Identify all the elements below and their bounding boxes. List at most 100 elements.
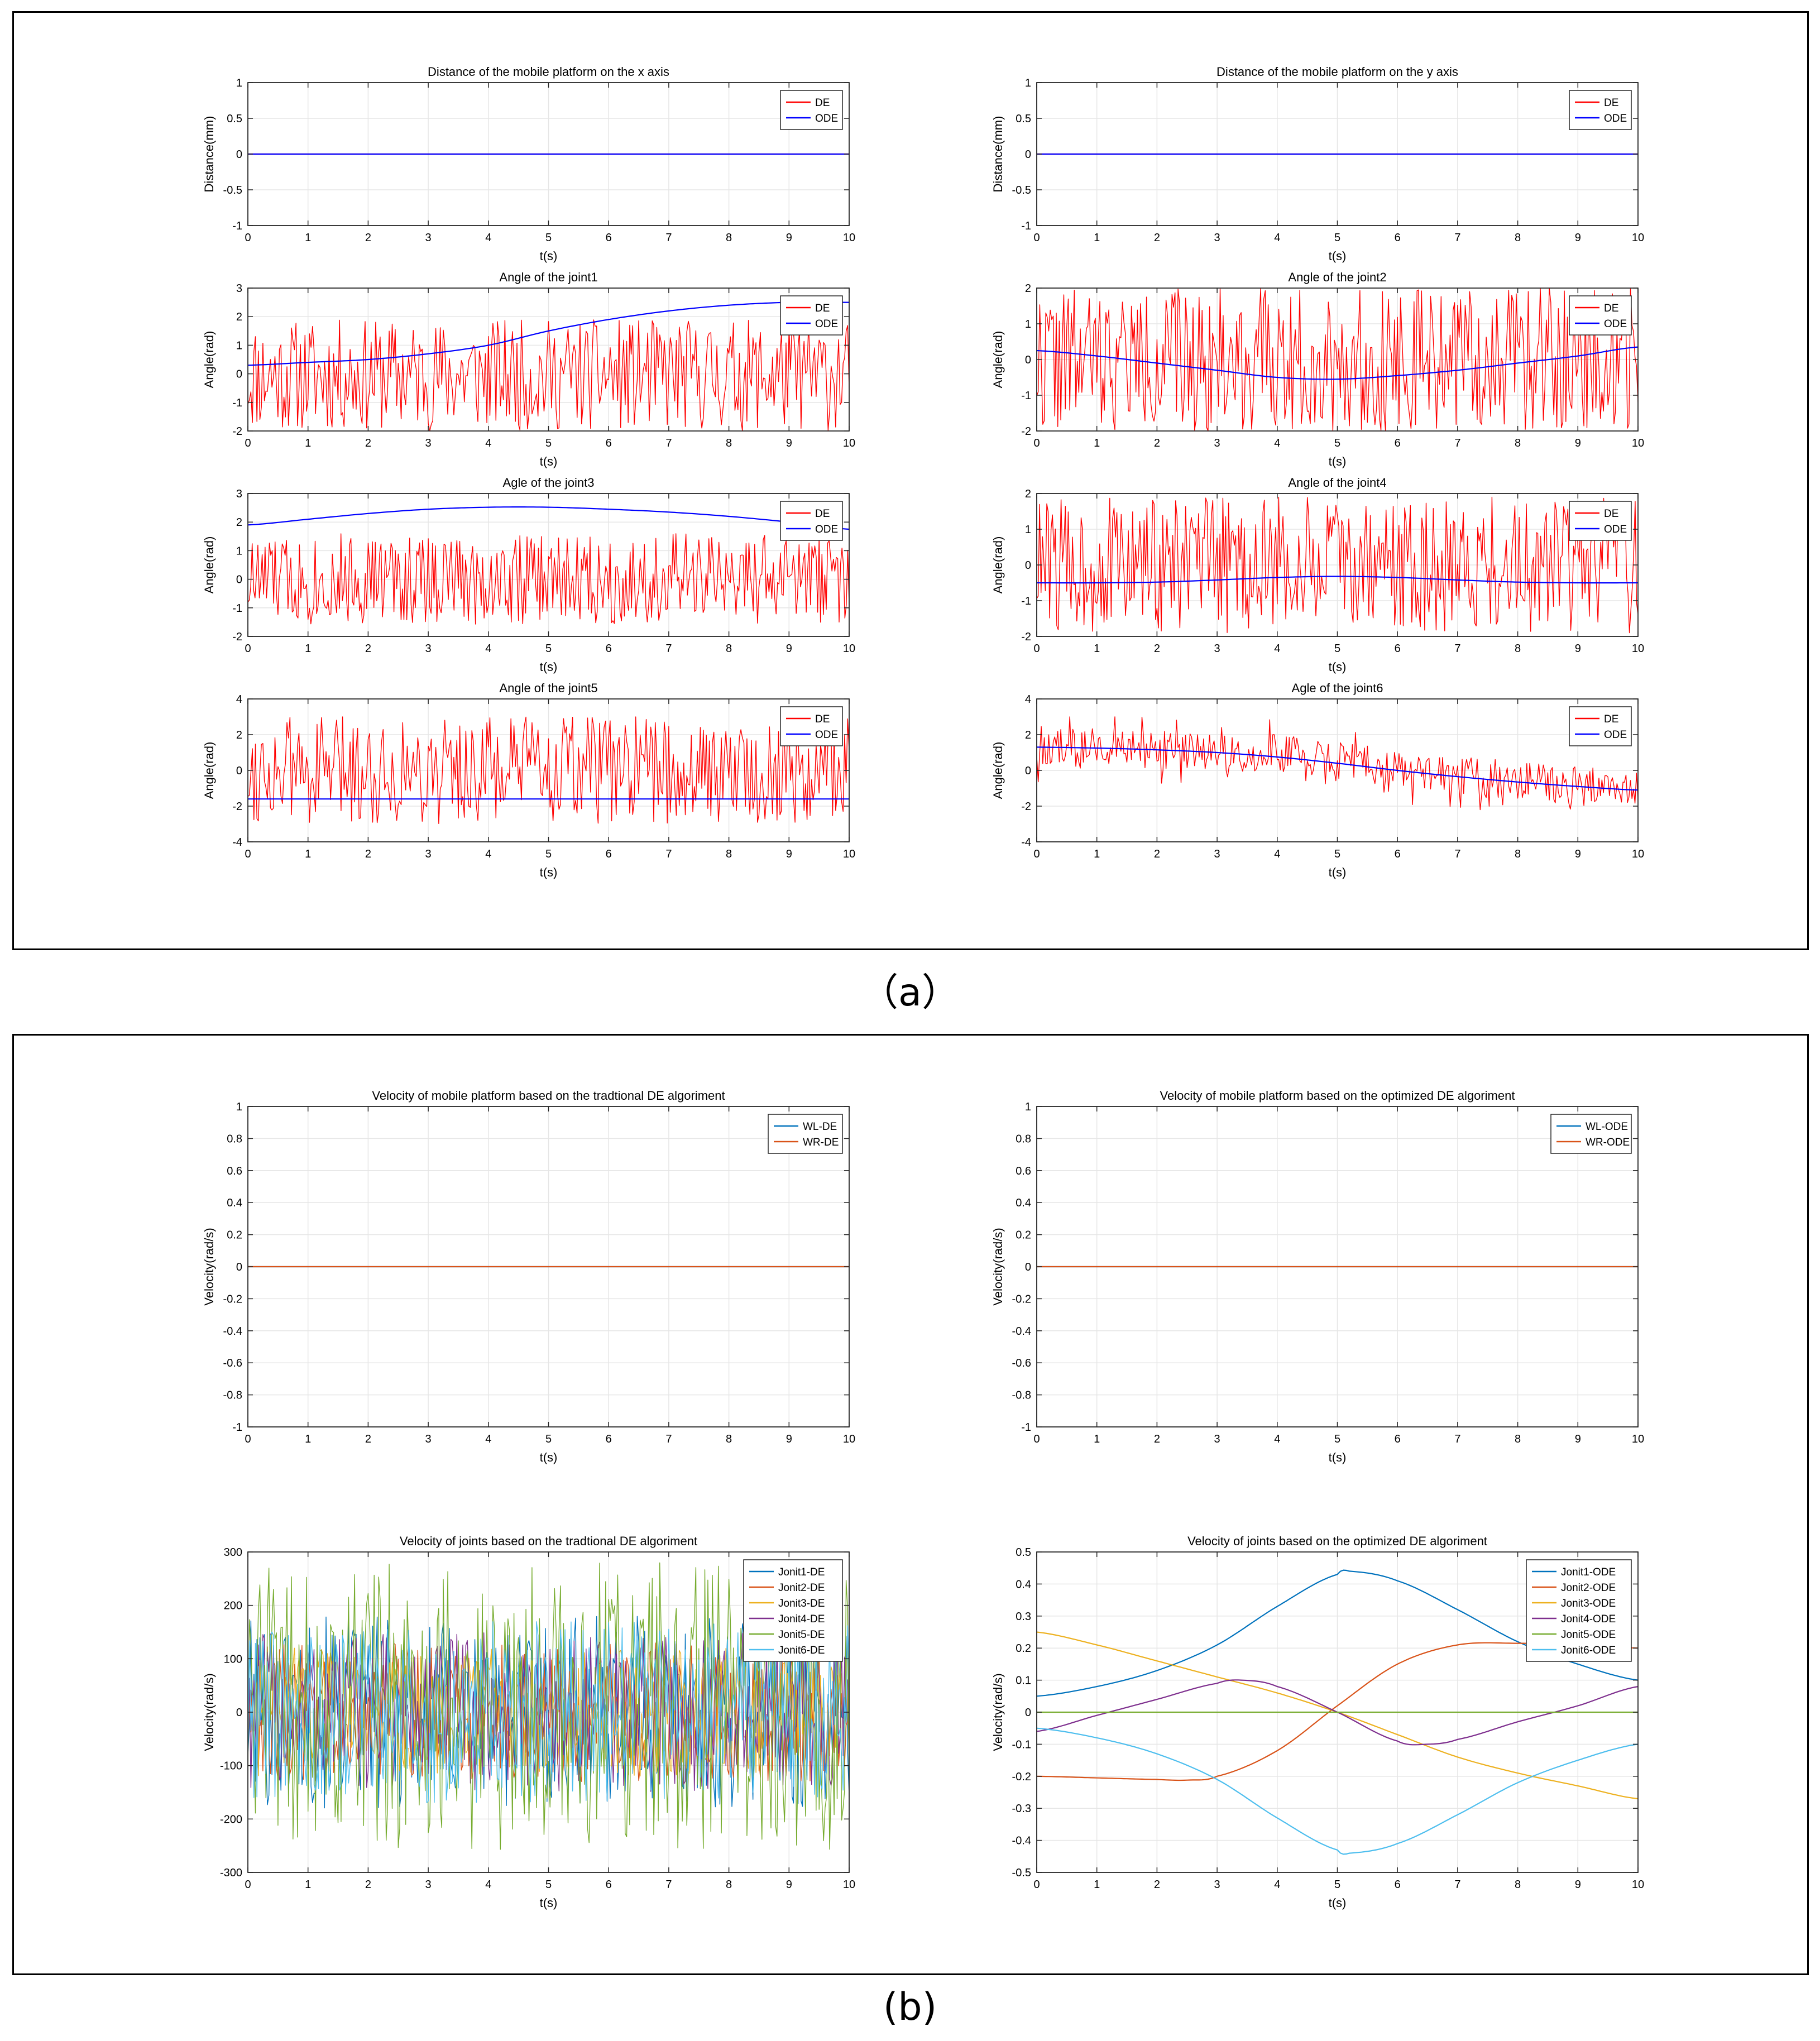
legend-label: Jonit5-DE xyxy=(778,1629,825,1641)
y-tick-label: 200 xyxy=(224,1600,242,1612)
y-tick-label: -0.2 xyxy=(1012,1771,1031,1783)
y-tick-label: 2 xyxy=(1025,488,1031,500)
x-tick-label: 2 xyxy=(1154,1879,1160,1891)
y-tick-label: 0.1 xyxy=(1016,1675,1031,1687)
x-tick-label: 3 xyxy=(1214,1433,1220,1445)
y-tick-label: -200 xyxy=(220,1813,242,1826)
chart-title: Velocity of joints based on the optimize… xyxy=(1187,1534,1487,1548)
chart-12: 0 1 2 3 4 5 6 7 8 9 10 -0.5 -0.4 -0.3 -0.2 -0.1 0 0.1 0.2 0… xyxy=(991,1534,1644,1910)
y-tick-label: -0.5 xyxy=(223,184,242,197)
x-tick-label: 3 xyxy=(1214,1879,1220,1891)
x-tick-label: 3 xyxy=(1214,437,1220,449)
y-tick-label: 0 xyxy=(236,368,242,381)
x-tick-label: 5 xyxy=(1334,1433,1340,1445)
y-tick-label: -0.5 xyxy=(1012,1867,1031,1879)
y-tick-label: -4 xyxy=(1021,836,1031,849)
x-tick-label: 3 xyxy=(425,437,432,449)
y-axis-label: Angle(rad) xyxy=(202,742,216,799)
x-tick-label: 3 xyxy=(1214,643,1220,655)
series-line-de xyxy=(1037,288,1638,431)
x-tick-label: 4 xyxy=(1274,848,1280,860)
x-tick-label: 8 xyxy=(726,437,732,449)
x-tick-label: 0 xyxy=(245,232,251,244)
x-tick-label: 1 xyxy=(1094,232,1100,244)
x-axis-label: t(s) xyxy=(1329,1896,1347,1910)
legend-label: ODE xyxy=(1604,729,1627,741)
x-tick-label: 3 xyxy=(1214,848,1220,860)
x-tick-label: 2 xyxy=(365,643,371,655)
chart-title: Angle of the joint4 xyxy=(1288,476,1386,490)
x-axis-label: t(s) xyxy=(540,1896,558,1910)
x-tick-label: 0 xyxy=(1033,232,1040,244)
x-tick-label: 5 xyxy=(545,643,552,655)
x-tick-label: 1 xyxy=(305,232,311,244)
y-tick-label: -1 xyxy=(232,220,242,232)
x-axis-label: t(s) xyxy=(1329,249,1347,263)
chart-title: Angle of the joint2 xyxy=(1288,270,1386,284)
x-tick-label: 7 xyxy=(665,1433,672,1445)
series-group xyxy=(1037,288,1638,431)
x-tick-label: 10 xyxy=(843,1433,855,1445)
y-axis-label: Velocity(rad/s) xyxy=(202,1228,216,1305)
series-line-jonit5-de xyxy=(248,1562,849,1850)
y-tick-label: -0.6 xyxy=(223,1357,242,1369)
x-tick-label: 4 xyxy=(1274,437,1280,449)
chart-7: 0 1 2 3 4 5 6 7 8 9 10 -4 -2 0 2 4 Angle of the joint5 t(… xyxy=(202,681,855,879)
series-group xyxy=(248,506,849,625)
y-tick-label: 0.6 xyxy=(1016,1165,1031,1177)
y-tick-label: -2 xyxy=(232,631,242,643)
y-tick-label: 0.6 xyxy=(227,1165,242,1177)
x-tick-label: 0 xyxy=(245,1433,251,1445)
x-tick-label: 5 xyxy=(545,437,552,449)
legend-label: Jonit5-ODE xyxy=(1561,1629,1616,1641)
x-tick-label: 9 xyxy=(786,232,792,244)
legend-box xyxy=(743,1559,843,1662)
y-tick-label: 3 xyxy=(236,488,242,500)
series-group xyxy=(1037,496,1638,634)
legend-label: WR-ODE xyxy=(1586,1137,1630,1148)
y-tick-label: -2 xyxy=(1021,631,1031,643)
x-tick-label: 6 xyxy=(1395,643,1401,655)
x-tick-label: 10 xyxy=(1632,437,1644,449)
y-tick-label: -0.5 xyxy=(1012,184,1031,197)
x-tick-label: 8 xyxy=(1515,1879,1521,1891)
chart-9: 0 1 2 3 4 5 6 7 8 9 10 -1 -0.8 -0.6 -0.4 -0.2 0 0.2 0.4 0.6… xyxy=(202,1089,855,1464)
x-tick-label: 7 xyxy=(1454,643,1460,655)
x-tick-label: 6 xyxy=(606,437,612,449)
legend-label: ODE xyxy=(815,318,838,330)
series-group xyxy=(248,1562,849,1850)
y-tick-label: -2 xyxy=(1021,801,1031,813)
x-tick-label: 1 xyxy=(305,848,311,860)
y-tick-label: 0.8 xyxy=(227,1133,242,1145)
legend: DE ODE xyxy=(780,501,843,541)
x-tick-label: 4 xyxy=(485,643,491,655)
x-tick-label: 2 xyxy=(365,437,371,449)
y-tick-label: 0.8 xyxy=(1016,1133,1031,1145)
x-tick-label: 0 xyxy=(1033,1433,1040,1445)
legend-label: Jonit1-ODE xyxy=(1561,1566,1616,1578)
legend-label: ODE xyxy=(1604,318,1627,330)
y-axis-label: Angle(rad) xyxy=(991,331,1005,389)
x-tick-label: 8 xyxy=(1515,437,1521,449)
x-tick-label: 6 xyxy=(606,232,612,244)
y-tick-label: -0.4 xyxy=(1012,1835,1031,1847)
x-tick-label: 7 xyxy=(665,643,672,655)
chart-title: Agle of the joint3 xyxy=(503,476,595,490)
legend-label: DE xyxy=(815,713,830,725)
x-tick-label: 7 xyxy=(1454,848,1460,860)
legend: DE ODE xyxy=(1569,295,1632,336)
x-axis-label: t(s) xyxy=(1329,865,1347,879)
x-tick-label: 2 xyxy=(365,848,371,860)
legend-box xyxy=(1569,90,1632,130)
series-line-jonit6-ode xyxy=(1037,1727,1638,1855)
x-tick-label: 1 xyxy=(1094,437,1100,449)
x-tick-label: 4 xyxy=(1274,1433,1280,1445)
y-tick-label: 0 xyxy=(236,1261,242,1273)
y-tick-label: -1 xyxy=(1021,595,1031,607)
panel-b-label: (b) xyxy=(883,1985,937,2029)
x-axis-label: t(s) xyxy=(540,454,558,468)
legend-label: Jonit2-DE xyxy=(778,1582,825,1594)
x-tick-label: 4 xyxy=(485,1879,491,1891)
y-tick-label: 1 xyxy=(1025,318,1031,330)
